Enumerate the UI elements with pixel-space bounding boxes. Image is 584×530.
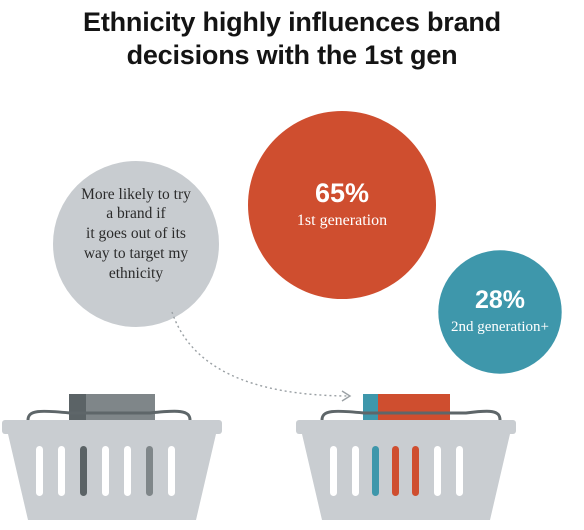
chart-title: Ethnicity highly influences brand decisi… xyxy=(0,6,584,72)
callout-bubble: More likely to try a brand if it goes ou… xyxy=(53,161,219,327)
product-box-dark xyxy=(69,394,87,424)
product-box-teal xyxy=(363,394,379,424)
callout-line-3: it goes out of its xyxy=(86,225,186,242)
basket-left xyxy=(2,394,222,520)
basket-rim xyxy=(296,420,516,434)
basket-slots xyxy=(36,446,175,496)
basket-handle xyxy=(26,409,192,421)
callout-line-5: ethnicity xyxy=(109,265,163,282)
basket-handle xyxy=(320,409,502,421)
basket-rim xyxy=(2,420,222,434)
bubble-1 xyxy=(248,111,436,299)
basket-right xyxy=(296,394,516,520)
product-box-orange xyxy=(378,394,450,424)
product-box-gray xyxy=(86,394,155,424)
callout-circle xyxy=(53,161,219,327)
callout-line-4: way to target my xyxy=(84,245,189,262)
callout-line-2: a brand if xyxy=(106,205,166,222)
bubble-series: 65% 1st generation 28% 2nd generation+ xyxy=(248,111,562,374)
bubble-1-category-label: 1st generation xyxy=(297,212,387,229)
bubble-2-category-label: 2nd generation+ xyxy=(451,319,549,335)
bubble-2 xyxy=(438,250,562,374)
arrowhead xyxy=(341,390,352,402)
callout-line-1: More likely to try xyxy=(81,186,191,203)
basket-slots xyxy=(330,446,463,496)
dotted-arrow xyxy=(171,311,349,397)
chart-title-line-2: decisions with the 1st gen xyxy=(126,40,458,70)
chart-title-line-1: Ethnicity highly influences brand xyxy=(83,7,501,37)
bubble-1-value-label: 65% xyxy=(315,178,369,208)
bubble-2-value-label: 28% xyxy=(475,286,525,314)
